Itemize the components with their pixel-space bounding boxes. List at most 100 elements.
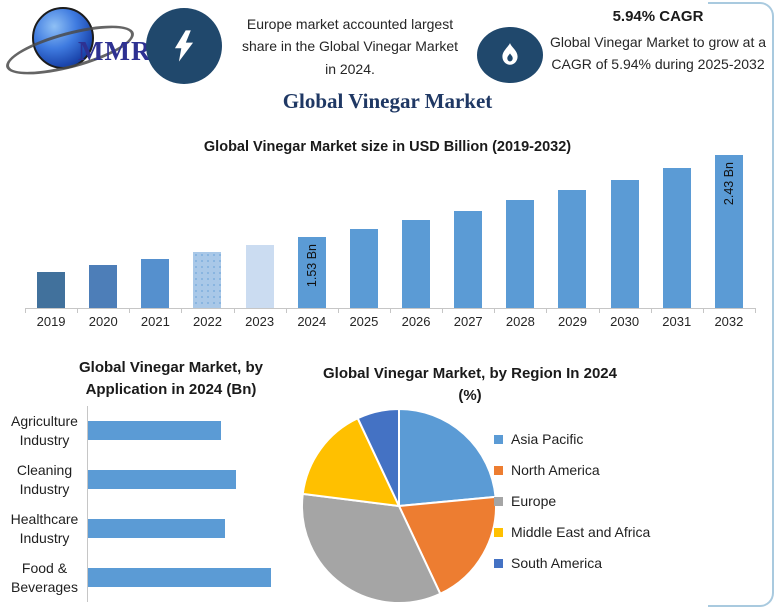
market-size-plot: 1.53 Bn 2.43 Bn	[25, 144, 755, 309]
application-row-agriculture-industry: Agriculture Industry	[2, 406, 294, 455]
application-label-agriculture-industry: Agriculture Industry	[11, 412, 78, 448]
bar-slot-2031	[651, 144, 703, 308]
legend-swatch-south-america	[494, 558, 503, 568]
application-row-cleaning-industry: Cleaning Industry	[2, 455, 294, 504]
lightning-icon	[174, 30, 194, 62]
application-chart-title: Global Vinegar Market, by Application in…	[79, 359, 263, 398]
bar-slot-2021	[129, 144, 181, 308]
bar-slot-2024: 1.53 Bn	[286, 144, 338, 308]
bar-slot-2029	[546, 144, 598, 308]
market-size-x-axis-ticks	[25, 308, 756, 314]
x-tick-label-2025: 2025	[349, 314, 379, 329]
bar-slot-2023	[234, 144, 286, 308]
application-row-food-beverages: Food & Beverages	[2, 553, 294, 602]
legend-label-europe: Europe	[511, 493, 557, 509]
region-pie-chart	[301, 407, 497, 604]
application-label-food-beverages: Food & Beverages	[11, 559, 78, 595]
legend-item-north-america: North America	[494, 461, 650, 479]
x-tick-label-2027: 2027	[453, 314, 483, 329]
pie-slice-south-america	[356, 407, 400, 507]
bar-slot-2030	[599, 144, 651, 308]
legend-label-south-america: South America	[511, 555, 603, 571]
bar-value-label-2032: 2.43 Bn	[721, 162, 736, 206]
x-axis-tick	[442, 308, 444, 313]
x-tick-label-2024: 2024	[297, 314, 327, 329]
x-axis-tick	[233, 308, 235, 313]
legend-item-middle-east-and-africa: Middle East and Africa	[494, 523, 650, 541]
x-tick-label-2031: 2031	[662, 314, 692, 329]
application-label-healthcare-industry: Healthcare Industry	[10, 510, 79, 546]
cagr-headline: 5.94% CAGR	[612, 8, 704, 25]
application-bar-cleaning-industry	[88, 470, 236, 489]
bar-slot-2026	[390, 144, 442, 308]
region-chart-title: Global Vinegar Market, by Region In 2024…	[323, 365, 617, 404]
x-axis-tick	[181, 308, 183, 313]
bar-slot-2032: 2.43 Bn	[703, 144, 755, 308]
market-fact-text: Europe market accounted largest share in…	[241, 16, 459, 77]
bar-2020	[89, 265, 118, 308]
bar-2022	[193, 252, 222, 308]
market-size-x-axis-labels: 2019 2020 2021 2022 2023 2024 2025 2026 2027 2028…	[25, 314, 755, 329]
application-axis	[87, 553, 294, 602]
bar-2030	[610, 180, 639, 308]
x-axis-tick	[755, 308, 756, 313]
logo-text: MMR	[78, 36, 152, 66]
x-tick-label-2032: 2032	[714, 314, 744, 329]
application-row-healthcare-industry: Healthcare Industry	[2, 504, 294, 553]
application-label-cleaning-industry: Cleaning Industry	[16, 461, 73, 497]
bar-slot-2027	[442, 144, 494, 308]
legend-label-north-america: North America	[511, 462, 600, 478]
legend-item-south-america: South America	[494, 554, 650, 572]
x-axis-tick	[494, 308, 496, 313]
cagr-block: 5.94% CAGR Global Vinegar Market to grow…	[546, 8, 770, 75]
page-title: Global Vinegar Market	[282, 89, 493, 113]
x-tick-label-2022: 2022	[193, 314, 222, 329]
x-axis-tick	[390, 308, 391, 313]
x-tick-label-2030: 2030	[610, 314, 640, 329]
region-pie-legend: Asia Pacific North America Europe Middle Ea…	[494, 430, 650, 572]
bar-2025	[349, 229, 378, 308]
bar-2031	[662, 168, 691, 308]
x-axis-tick	[546, 308, 548, 313]
x-tick-label-2019: 2019	[36, 314, 66, 329]
bar-2019	[37, 272, 66, 308]
bar-slot-2020	[77, 144, 129, 308]
x-tick-label-2021: 2021	[140, 314, 170, 329]
pie-slice-north-america	[397, 495, 497, 596]
bar-slot-2025	[338, 144, 390, 308]
bar-2027	[454, 211, 483, 308]
x-axis-tick	[77, 308, 79, 313]
market-size-chart-title: Global Vinegar Market size in USD Billio…	[203, 139, 572, 155]
x-axis-tick	[25, 308, 26, 313]
globe-icon	[32, 7, 94, 69]
application-axis	[87, 455, 294, 504]
pie-slice-middle-east-and-africa	[301, 416, 401, 508]
legend-item-europe: Europe	[494, 492, 650, 510]
legend-label-middle-east-and-africa: Middle East and Africa	[511, 524, 651, 540]
cagr-description: Global Vinegar Market to grow at a CAGR …	[549, 34, 767, 72]
x-axis-tick	[598, 308, 600, 313]
x-tick-label-2029: 2029	[558, 314, 587, 329]
application-axis	[87, 504, 294, 553]
bar-2028	[506, 200, 535, 308]
bar-2024: 1.53 Bn	[297, 237, 326, 308]
bar-2023	[245, 245, 274, 308]
application-axis	[87, 406, 294, 455]
legend-item-asia-pacific: Asia Pacific	[494, 430, 650, 448]
x-axis-tick	[650, 308, 652, 313]
application-bar-agriculture-industry	[88, 421, 221, 440]
legend-swatch-asia-pacific	[494, 434, 503, 444]
legend-swatch-middle-east-and-africa	[494, 527, 503, 537]
x-tick-label-2028: 2028	[505, 314, 535, 329]
x-axis-tick	[285, 308, 287, 313]
x-tick-label-2026: 2026	[401, 314, 431, 329]
bar-slot-2019	[25, 144, 77, 308]
mmr-logo: MMR	[1, 2, 150, 85]
application-bar-healthcare-industry	[88, 519, 225, 538]
bar-2029	[558, 190, 587, 308]
flame-badge	[477, 27, 543, 83]
legend-label-asia-pacific: Asia Pacific	[511, 431, 584, 447]
legend-swatch-europe	[494, 496, 503, 506]
flame-icon	[502, 43, 518, 65]
